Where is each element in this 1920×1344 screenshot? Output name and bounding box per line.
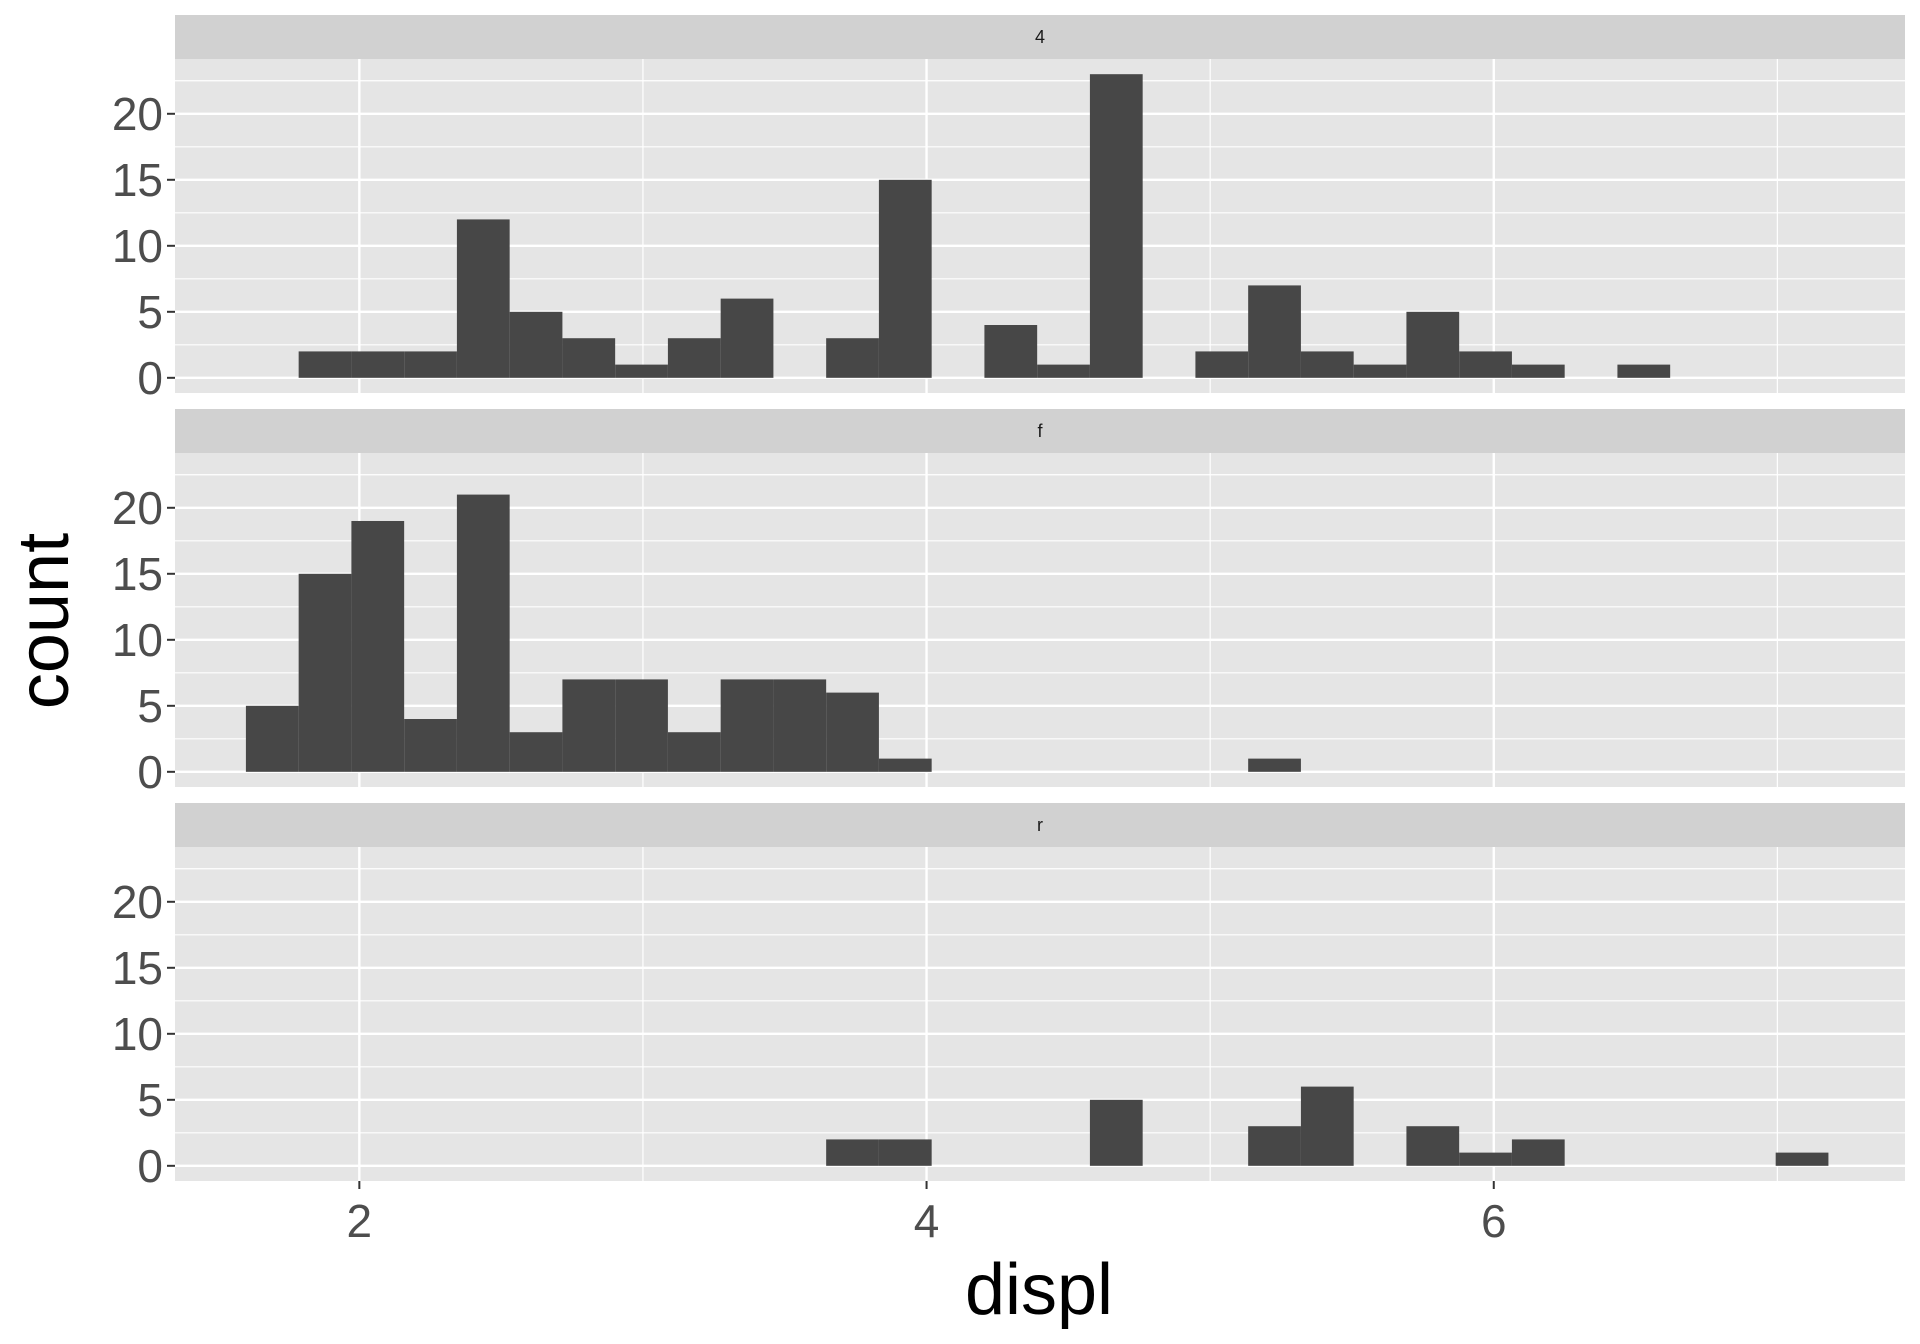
histogram-bar [878, 758, 932, 772]
histogram-bar [404, 719, 457, 772]
histogram-bar [1089, 1099, 1143, 1166]
histogram-bar [562, 679, 616, 772]
histogram-bar [1617, 364, 1671, 378]
histogram-bar [1248, 1126, 1301, 1166]
facet-strip [175, 803, 1905, 847]
y-tick-label: 0 [137, 1140, 163, 1192]
y-tick-label: 5 [137, 680, 163, 732]
histogram-bar [1353, 364, 1407, 378]
y-tick-label: 5 [137, 1074, 163, 1126]
histogram-bar [1089, 74, 1143, 378]
panel-background [175, 59, 1905, 393]
histogram-bar [298, 573, 352, 772]
histogram-bar [1511, 364, 1565, 378]
panels-layer: 4 0 5 10 15 20 f 0 5 10 15 20 r 0 5 10 15 20 [112, 15, 1905, 1192]
histogram-bar [826, 338, 879, 378]
y-tick-label: 20 [112, 876, 163, 928]
histogram-bar [1037, 364, 1090, 378]
y-tick-label: 20 [112, 482, 163, 534]
histogram-bar [298, 351, 352, 378]
x-axis: 2 4 6 [347, 1181, 1507, 1247]
facet-strip-label: 4 [1035, 27, 1045, 47]
histogram-bar [1459, 1152, 1512, 1166]
y-tick-label: 20 [112, 88, 163, 140]
facet-strip-label: f [1037, 421, 1043, 441]
facet-strip [175, 15, 1905, 59]
x-tick-label: 6 [1481, 1195, 1507, 1247]
y-tick-label: 10 [112, 614, 163, 666]
histogram-bar [1775, 1152, 1829, 1166]
histogram-bar [1406, 311, 1460, 378]
histogram-bar [351, 520, 405, 772]
histogram-bar [1300, 1086, 1354, 1166]
histogram-bar [509, 311, 563, 378]
histogram-bar [1248, 758, 1301, 772]
y-tick-label: 10 [112, 220, 163, 272]
panel-background [175, 847, 1905, 1181]
histogram-bar [1300, 351, 1354, 378]
histogram-bar [245, 705, 299, 772]
histogram-bar [1248, 285, 1301, 378]
histogram-bar [1406, 1126, 1460, 1166]
histogram-bar [984, 325, 1038, 378]
histogram-bar [1195, 351, 1249, 378]
histogram-bar [667, 732, 721, 772]
histogram-bar [404, 351, 457, 378]
histogram-bar [615, 364, 668, 378]
facet-strip [175, 409, 1905, 453]
histogram-bar [1459, 351, 1512, 378]
y-tick-label: 5 [137, 286, 163, 338]
histogram-bar [826, 692, 879, 772]
facet-panel-f: f 0 5 10 15 20 [112, 409, 1905, 798]
histogram-bar [773, 679, 827, 772]
y-axis-title: count [4, 533, 84, 709]
histogram-bar [878, 179, 932, 378]
y-tick-label: 15 [112, 548, 163, 600]
y-tick-label: 0 [137, 352, 163, 404]
histogram-bar [1511, 1139, 1565, 1166]
facet-panel-r: r 0 5 10 15 20 [112, 803, 1905, 1192]
x-tick-label: 2 [347, 1195, 373, 1247]
y-tick-label: 10 [112, 1008, 163, 1060]
y-tick-label: 0 [137, 746, 163, 798]
x-axis-title: displ [965, 1250, 1113, 1330]
histogram-bar [878, 1139, 932, 1166]
histogram-bar [509, 732, 563, 772]
histogram-bar [615, 679, 668, 772]
histogram-bar [562, 338, 616, 378]
histogram-bar [720, 679, 774, 772]
histogram-bar [351, 351, 405, 378]
histogram-bar [456, 494, 510, 772]
histogram-bar [456, 219, 510, 378]
histogram-bar [720, 298, 774, 378]
facet-strip-label: r [1037, 815, 1043, 835]
y-tick-label: 15 [112, 942, 163, 994]
histogram-bar [667, 338, 721, 378]
y-tick-label: 15 [112, 154, 163, 206]
facet-panel-4: 4 0 5 10 15 20 [112, 15, 1905, 404]
x-tick-label: 4 [914, 1195, 940, 1247]
histogram-bar [826, 1139, 879, 1166]
